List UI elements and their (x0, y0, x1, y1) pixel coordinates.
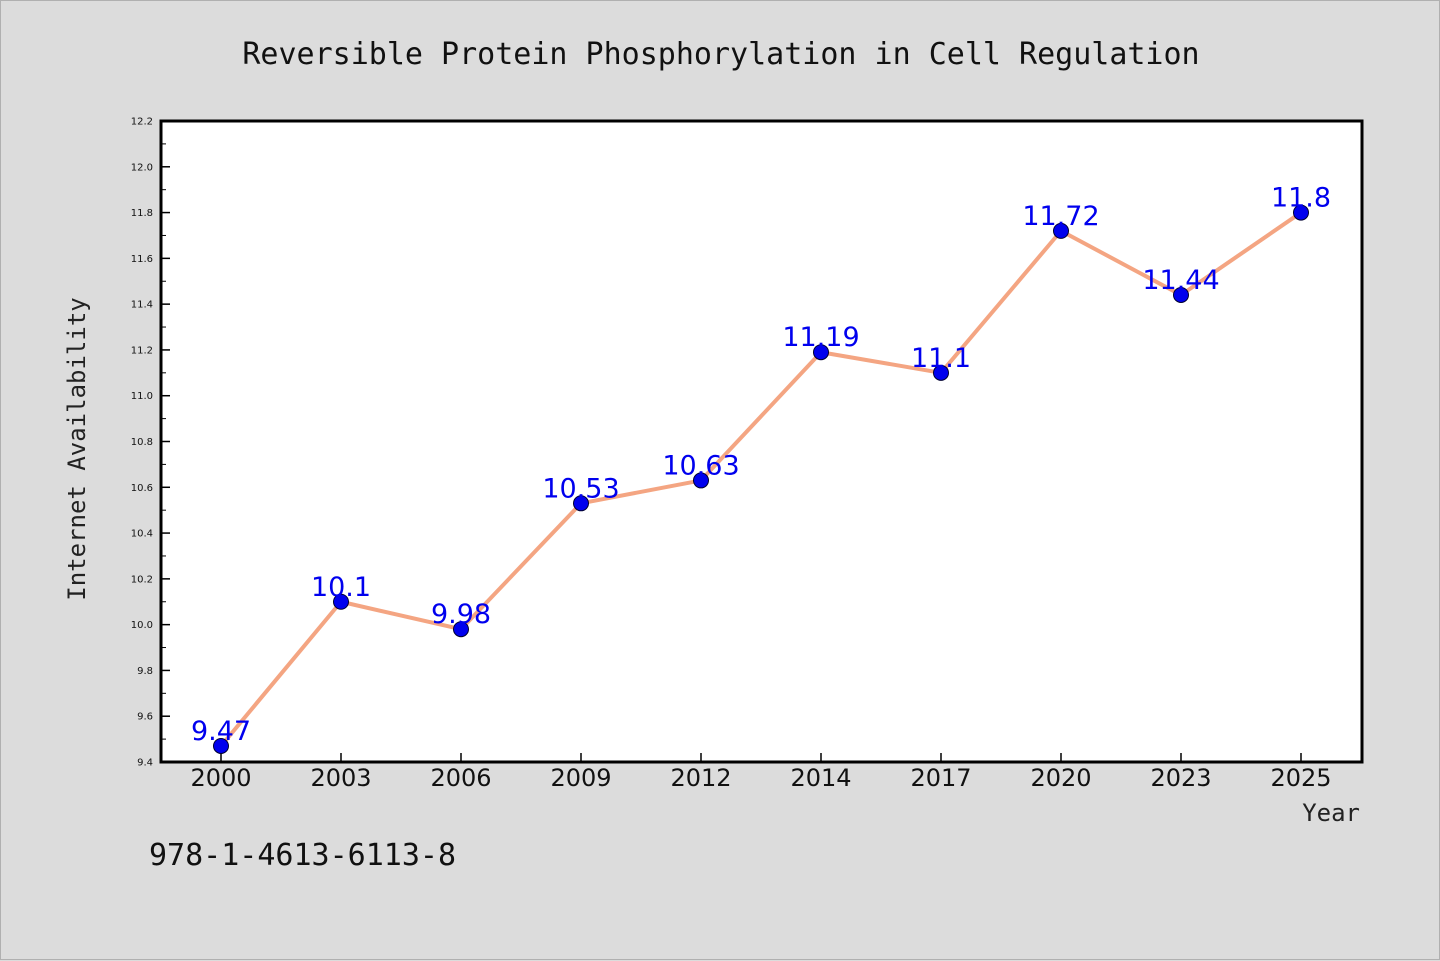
y-axis-title: Internet Availability (63, 297, 91, 600)
x-tick-label: 2012 (670, 764, 731, 792)
data-label: 11.44 (1142, 265, 1219, 296)
x-tick-label: 2025 (1270, 764, 1331, 792)
x-tick-label: 2003 (310, 764, 371, 792)
y-tick-label: 9.8 (137, 666, 153, 677)
series-line (219, 210, 1303, 748)
data-point (213, 737, 229, 754)
data-label: 10.53 (542, 473, 619, 504)
y-tick-label: 9.4 (137, 758, 153, 769)
data-point (1173, 286, 1189, 303)
y-tick-label: 11.4 (131, 300, 153, 311)
x-tick-label: 2000 (190, 764, 251, 792)
y-tick-label: 10.6 (131, 483, 153, 494)
x-tick-label: 2023 (1150, 764, 1211, 792)
data-labels: 9.47 10.1 9.98 10.53 10.63 11.19 11.1 11.72 11.4… (191, 183, 1331, 747)
data-point (453, 621, 469, 638)
y-tick-label: 11.8 (131, 208, 153, 219)
chart-title: Reversible Protein Phosphorylation in Ce… (242, 37, 1199, 72)
data-label: 11.1 (911, 343, 971, 374)
y-tick-label: 10.2 (131, 574, 153, 585)
y-tick-label: 10.4 (131, 529, 153, 540)
x-tick-label: 2017 (910, 764, 971, 792)
y-tick-label: 9.6 (137, 712, 153, 723)
y-tick-label: 10.0 (131, 620, 153, 631)
y-tick-label: 12.2 (131, 117, 153, 128)
plot-area (159, 119, 1364, 764)
data-label: 11.72 (1022, 201, 1099, 232)
y-tick-label: 12.0 (131, 162, 153, 173)
data-series (213, 204, 1309, 754)
data-point (693, 472, 709, 489)
data-label: 9.47 (191, 716, 251, 747)
y-axis: 9.4 9.6 9.8 10.0 10.2 10.4 10.6 10.8 11.0 11.2 11.… (131, 117, 170, 769)
x-axis: 2000 2003 2006 2009 2012 2014 2017 2020 2023 2025 (190, 753, 1332, 792)
data-point (813, 344, 829, 361)
x-axis-title: Year (1302, 799, 1360, 827)
data-label: 10.1 (311, 572, 371, 603)
data-point (933, 364, 949, 381)
y-tick-label: 11.0 (131, 391, 153, 402)
x-tick-label: 2006 (430, 764, 491, 792)
y-tick-label: 11.6 (131, 254, 153, 265)
data-label: 10.63 (662, 450, 739, 481)
x-tick-label: 2009 (550, 764, 611, 792)
data-label: 9.98 (431, 599, 491, 630)
data-point (1293, 204, 1309, 221)
x-tick-label: 2014 (790, 764, 851, 792)
data-point (333, 593, 349, 610)
x-tick-label: 2020 (1030, 764, 1091, 792)
isbn-annotation: 978-1-4613-6113-8 (149, 838, 456, 873)
y-tick-label: 11.2 (131, 345, 153, 356)
data-label: 11.8 (1271, 183, 1331, 214)
data-label: 11.19 (782, 322, 859, 353)
data-point (1053, 222, 1069, 239)
y-tick-label: 10.8 (131, 437, 153, 448)
data-point (573, 495, 589, 512)
